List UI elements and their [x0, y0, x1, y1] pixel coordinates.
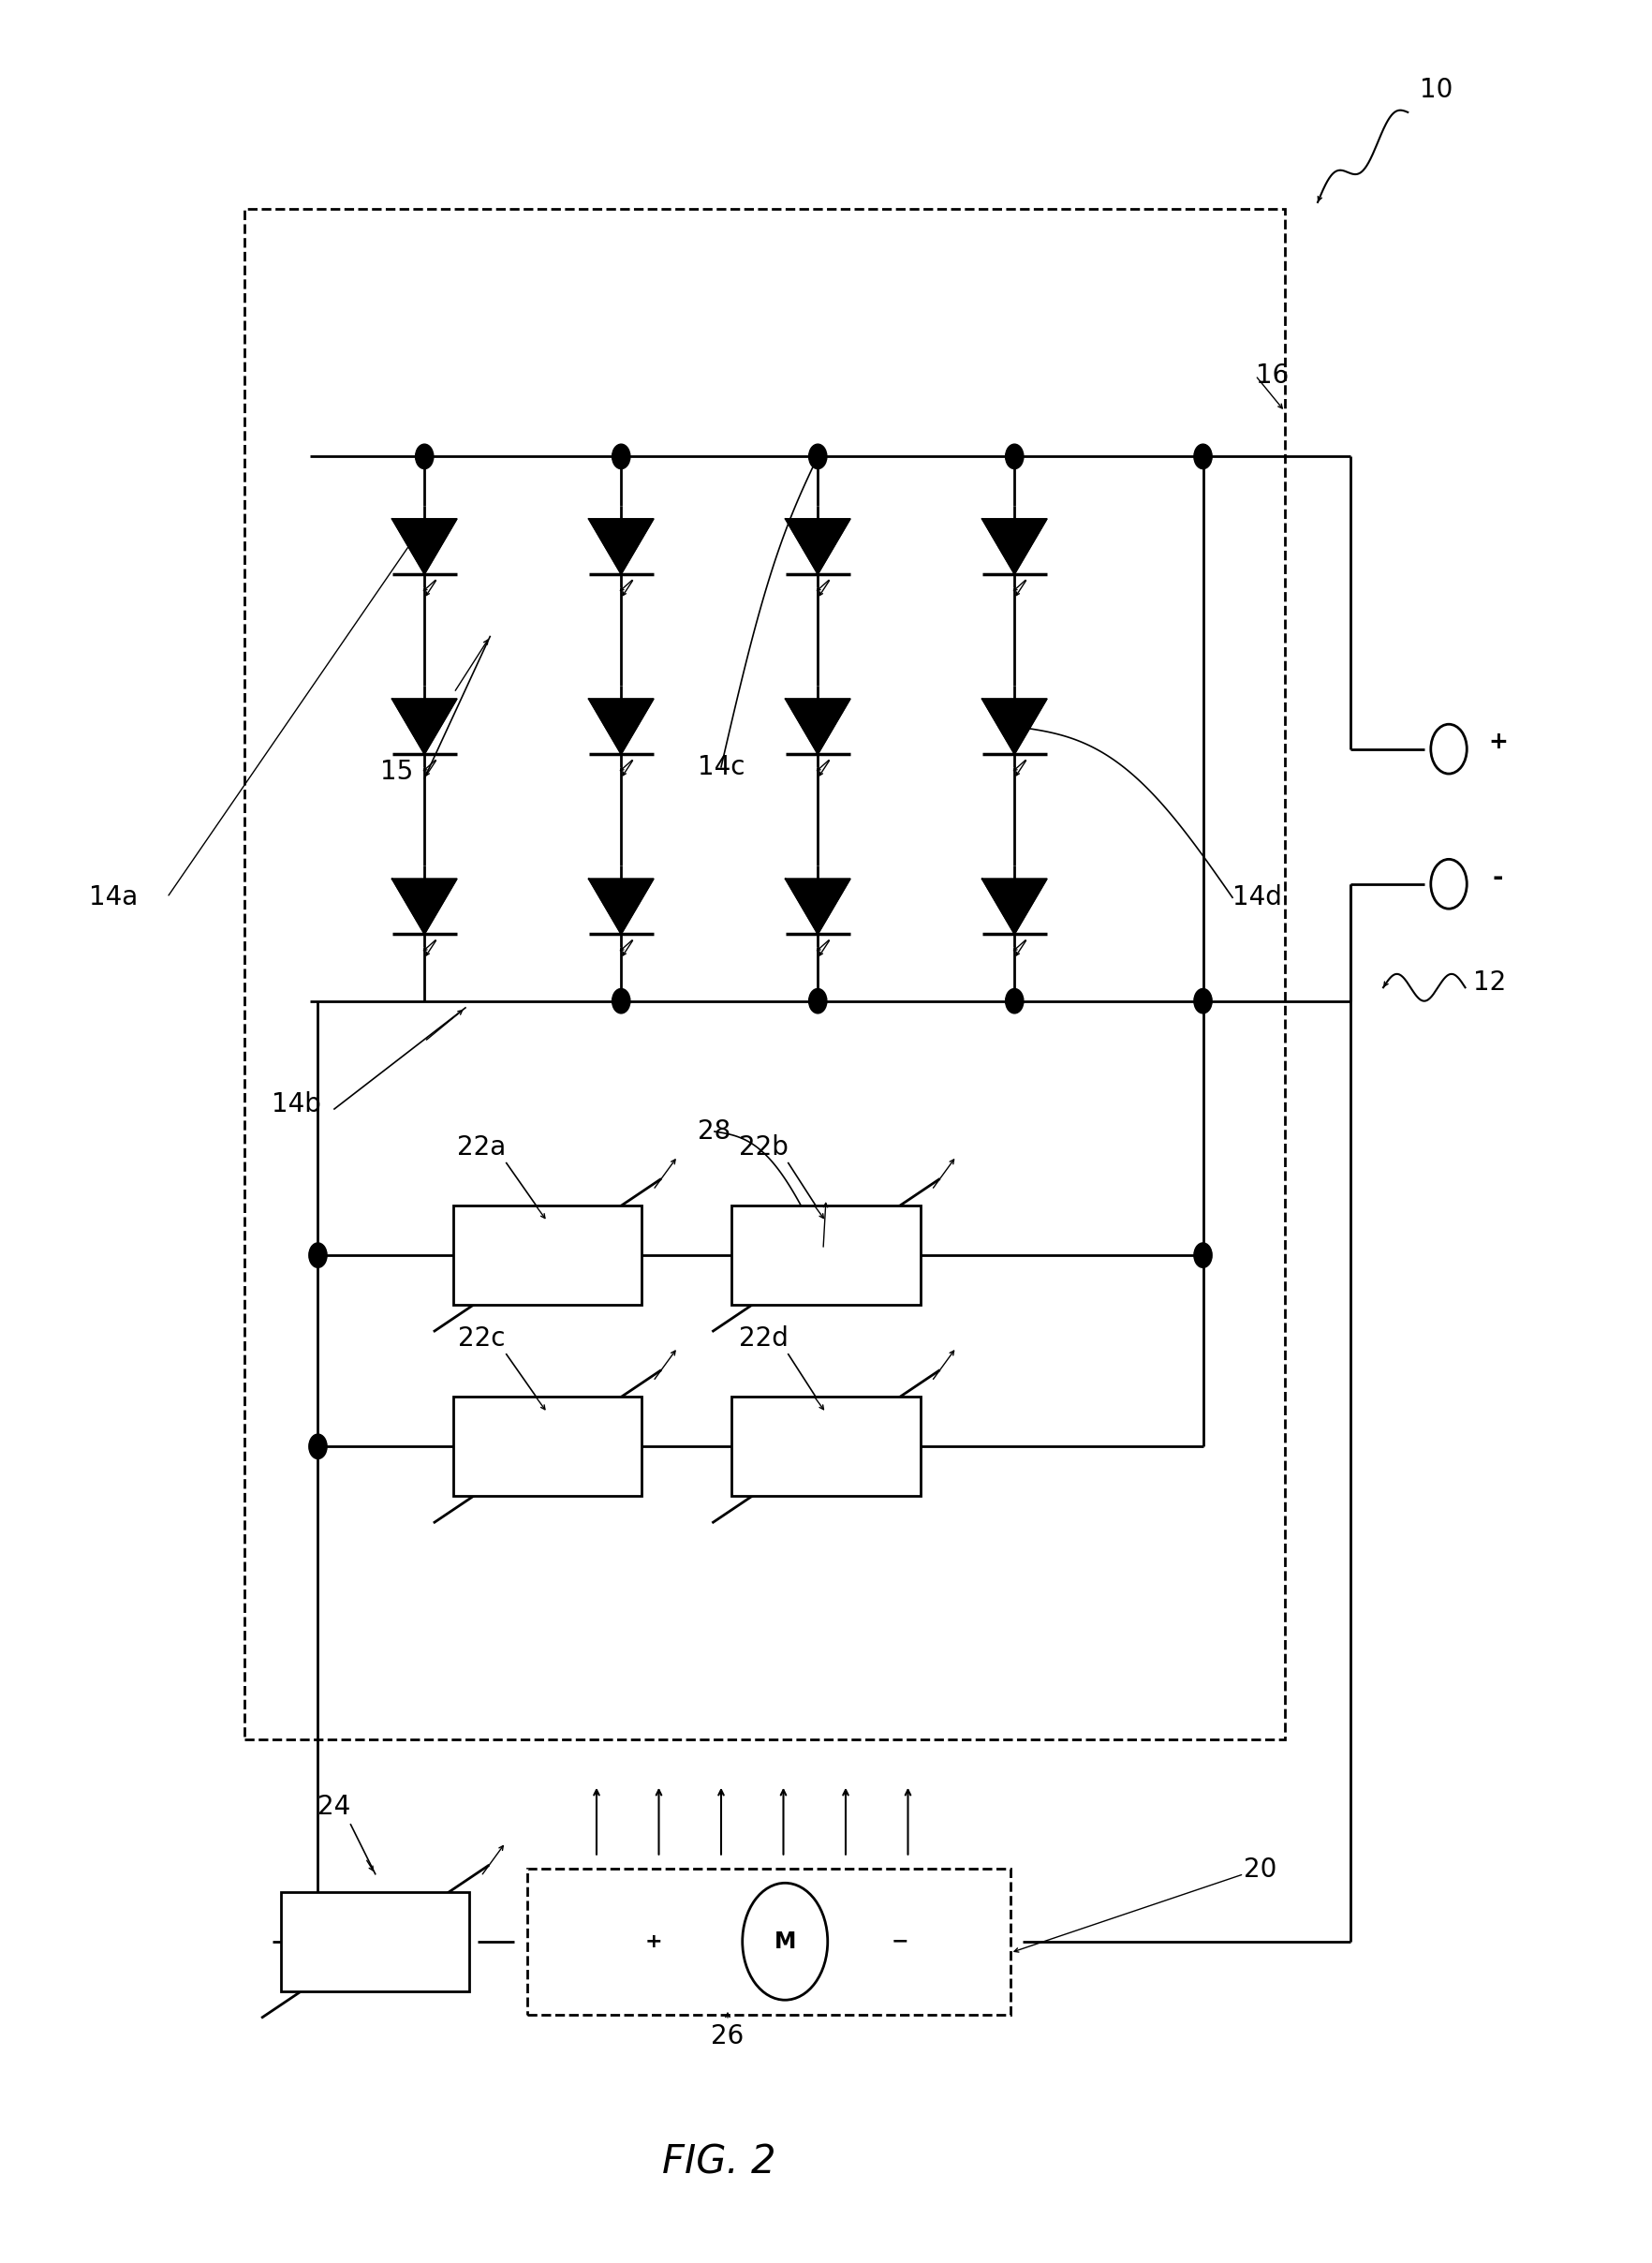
Text: 14d: 14d: [1232, 885, 1282, 910]
Text: 22b: 22b: [738, 1134, 788, 1161]
Polygon shape: [588, 518, 654, 575]
Text: -: -: [1493, 864, 1503, 889]
Polygon shape: [392, 878, 458, 935]
Text: 26: 26: [710, 2023, 743, 2048]
Circle shape: [1431, 724, 1467, 774]
Circle shape: [1431, 860, 1467, 910]
Polygon shape: [981, 699, 1047, 754]
Polygon shape: [588, 878, 654, 935]
Circle shape: [1006, 444, 1024, 468]
Text: 16: 16: [1256, 362, 1289, 389]
Bar: [732, 1206, 920, 1306]
Polygon shape: [785, 518, 851, 575]
Polygon shape: [392, 699, 458, 754]
Bar: [281, 1892, 469, 1991]
Circle shape: [809, 444, 826, 468]
Bar: [527, 1869, 1011, 2014]
Polygon shape: [588, 699, 654, 754]
Text: 22d: 22d: [738, 1326, 788, 1351]
Text: +: +: [646, 1933, 662, 1951]
Text: 20: 20: [1244, 1856, 1277, 1883]
Text: 14a: 14a: [89, 885, 137, 910]
Text: −: −: [890, 1933, 909, 1951]
Polygon shape: [981, 518, 1047, 575]
Text: 14b: 14b: [271, 1091, 320, 1118]
Text: 22c: 22c: [458, 1326, 506, 1351]
Text: 14c: 14c: [697, 754, 745, 781]
Text: 12: 12: [1474, 971, 1507, 996]
Bar: [244, 208, 1285, 1738]
Circle shape: [809, 989, 826, 1014]
Text: 10: 10: [1419, 77, 1452, 102]
Bar: [453, 1206, 641, 1306]
Polygon shape: [981, 878, 1047, 935]
Circle shape: [1006, 989, 1024, 1014]
Text: 28: 28: [699, 1118, 732, 1145]
Text: 22a: 22a: [458, 1134, 506, 1161]
Circle shape: [613, 444, 629, 468]
Circle shape: [1194, 1242, 1213, 1267]
Bar: [732, 1396, 920, 1496]
Text: M: M: [775, 1930, 796, 1953]
Circle shape: [1194, 444, 1213, 468]
Circle shape: [309, 1435, 327, 1460]
Circle shape: [613, 989, 629, 1014]
Text: 15: 15: [380, 758, 413, 785]
Text: FIG. 2: FIG. 2: [662, 2143, 776, 2182]
Text: +: +: [1488, 731, 1508, 754]
Polygon shape: [392, 518, 458, 575]
Circle shape: [1194, 989, 1213, 1014]
Text: 24: 24: [317, 1792, 350, 1819]
Bar: [278, 299, 1203, 1695]
Polygon shape: [785, 878, 851, 935]
Circle shape: [742, 1883, 828, 2000]
Bar: [453, 1396, 641, 1496]
Circle shape: [415, 444, 433, 468]
Circle shape: [309, 1242, 327, 1267]
Polygon shape: [785, 699, 851, 754]
